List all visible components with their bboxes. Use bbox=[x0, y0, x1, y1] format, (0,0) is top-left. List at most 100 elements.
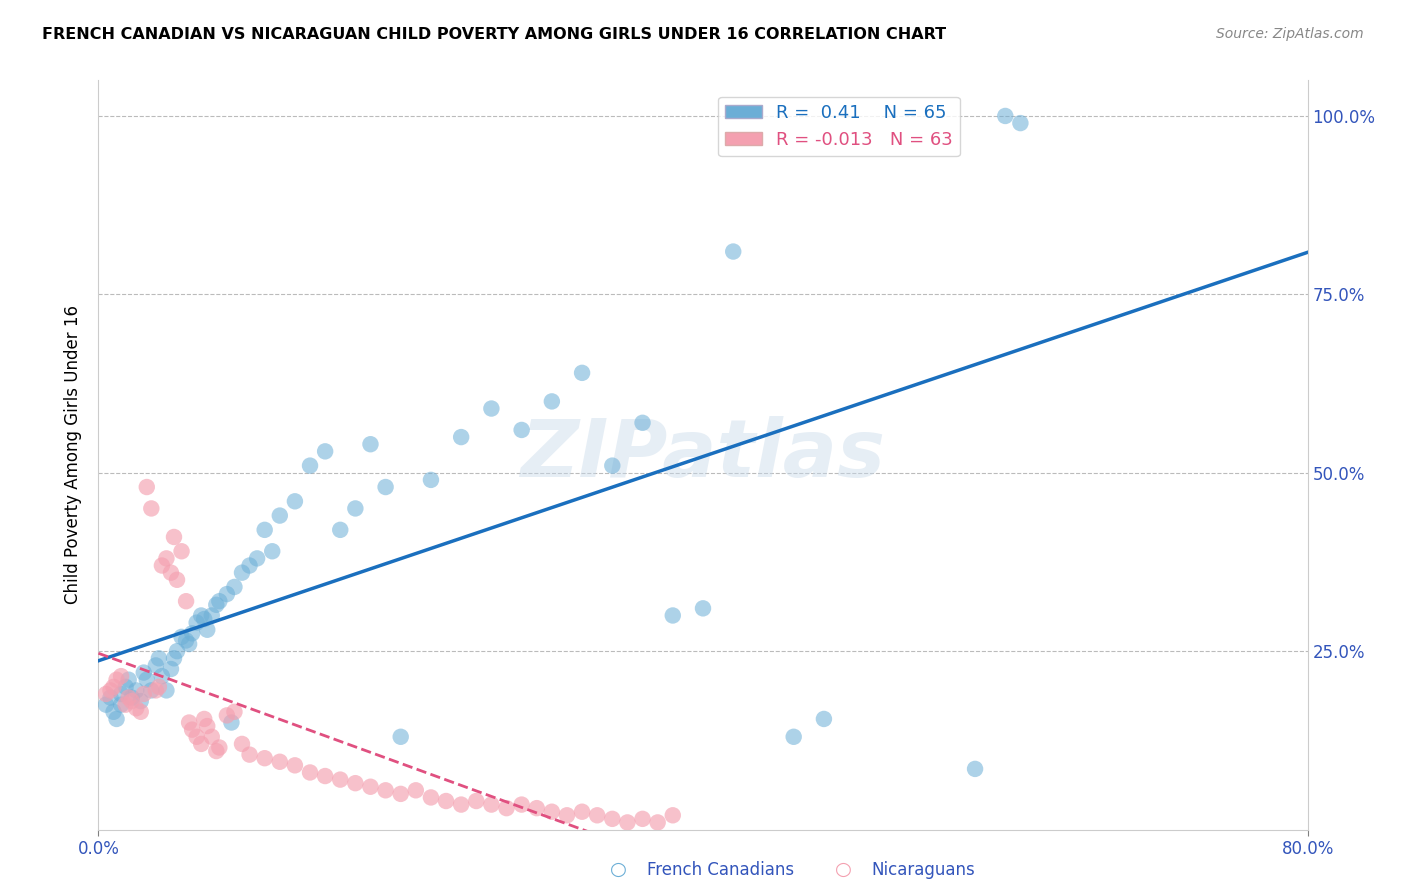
Point bbox=[135, 673, 157, 687]
Point bbox=[631, 812, 654, 826]
Point bbox=[215, 708, 238, 723]
Point bbox=[195, 623, 218, 637]
Point bbox=[389, 787, 412, 801]
Point bbox=[647, 815, 669, 830]
Point bbox=[121, 690, 143, 705]
Point bbox=[110, 698, 132, 712]
Point bbox=[190, 737, 212, 751]
Point bbox=[495, 801, 517, 815]
Point bbox=[181, 626, 204, 640]
Point bbox=[420, 790, 443, 805]
Point bbox=[125, 683, 148, 698]
Point bbox=[145, 683, 167, 698]
Point bbox=[224, 580, 246, 594]
Point bbox=[179, 637, 201, 651]
Text: French Canadians: French Canadians bbox=[647, 861, 794, 879]
Point bbox=[329, 523, 352, 537]
Text: ○: ○ bbox=[610, 860, 627, 880]
Point bbox=[195, 719, 218, 733]
Point bbox=[571, 805, 593, 819]
Text: Source: ZipAtlas.com: Source: ZipAtlas.com bbox=[1216, 27, 1364, 41]
Point bbox=[269, 755, 291, 769]
Point bbox=[965, 762, 987, 776]
Point bbox=[374, 480, 396, 494]
Point bbox=[148, 680, 170, 694]
Legend: R =  0.41    N = 65, R = -0.013   N = 63: R = 0.41 N = 65, R = -0.013 N = 63 bbox=[718, 97, 960, 156]
Point bbox=[692, 601, 714, 615]
Point bbox=[540, 805, 562, 819]
Point bbox=[329, 772, 352, 787]
Point bbox=[121, 694, 143, 708]
Point bbox=[201, 730, 224, 744]
Point bbox=[231, 566, 253, 580]
Point bbox=[374, 783, 396, 797]
Point bbox=[141, 501, 163, 516]
Point bbox=[314, 444, 336, 458]
Point bbox=[631, 416, 654, 430]
Point bbox=[602, 812, 624, 826]
Point bbox=[994, 109, 1017, 123]
Point bbox=[118, 673, 141, 687]
Point bbox=[284, 758, 307, 772]
Point bbox=[166, 644, 188, 658]
Point bbox=[253, 523, 276, 537]
Point bbox=[783, 730, 806, 744]
Point bbox=[450, 430, 472, 444]
Point bbox=[239, 747, 262, 762]
Text: ○: ○ bbox=[835, 860, 852, 880]
Point bbox=[510, 423, 533, 437]
Point bbox=[141, 683, 163, 698]
Point bbox=[103, 680, 125, 694]
Point bbox=[526, 801, 548, 815]
Point bbox=[100, 690, 122, 705]
Point bbox=[661, 608, 683, 623]
Point bbox=[148, 651, 170, 665]
Text: Nicaraguans: Nicaraguans bbox=[872, 861, 976, 879]
Point bbox=[540, 394, 562, 409]
Point bbox=[205, 598, 228, 612]
Point bbox=[129, 694, 152, 708]
Point bbox=[224, 705, 246, 719]
Point bbox=[94, 687, 117, 701]
Point bbox=[1010, 116, 1032, 130]
Point bbox=[155, 683, 177, 698]
Point bbox=[450, 797, 472, 812]
Point bbox=[586, 808, 609, 822]
Point bbox=[114, 680, 136, 694]
Point bbox=[166, 573, 188, 587]
Point bbox=[150, 558, 173, 573]
Point bbox=[110, 669, 132, 683]
Point bbox=[571, 366, 593, 380]
Point bbox=[344, 776, 367, 790]
Point bbox=[344, 501, 367, 516]
Point bbox=[253, 751, 276, 765]
Point bbox=[465, 794, 488, 808]
Point bbox=[170, 630, 193, 644]
Point bbox=[299, 765, 322, 780]
Point bbox=[269, 508, 291, 523]
Point bbox=[208, 594, 231, 608]
Point bbox=[181, 723, 204, 737]
Y-axis label: Child Poverty Among Girls Under 16: Child Poverty Among Girls Under 16 bbox=[65, 305, 83, 605]
Point bbox=[118, 690, 141, 705]
Point bbox=[405, 783, 427, 797]
Point bbox=[110, 687, 132, 701]
Point bbox=[174, 633, 197, 648]
Point bbox=[314, 769, 336, 783]
Point bbox=[174, 594, 197, 608]
Point bbox=[602, 458, 624, 473]
Point bbox=[193, 712, 215, 726]
Point bbox=[221, 715, 243, 730]
Point bbox=[239, 558, 262, 573]
Point bbox=[661, 808, 683, 822]
Point bbox=[163, 530, 186, 544]
Point bbox=[186, 730, 208, 744]
Point bbox=[510, 797, 533, 812]
Point bbox=[132, 687, 155, 701]
Point bbox=[208, 740, 231, 755]
Point bbox=[125, 701, 148, 715]
Point bbox=[813, 712, 835, 726]
Point bbox=[299, 458, 322, 473]
Point bbox=[481, 797, 503, 812]
Point bbox=[262, 544, 284, 558]
